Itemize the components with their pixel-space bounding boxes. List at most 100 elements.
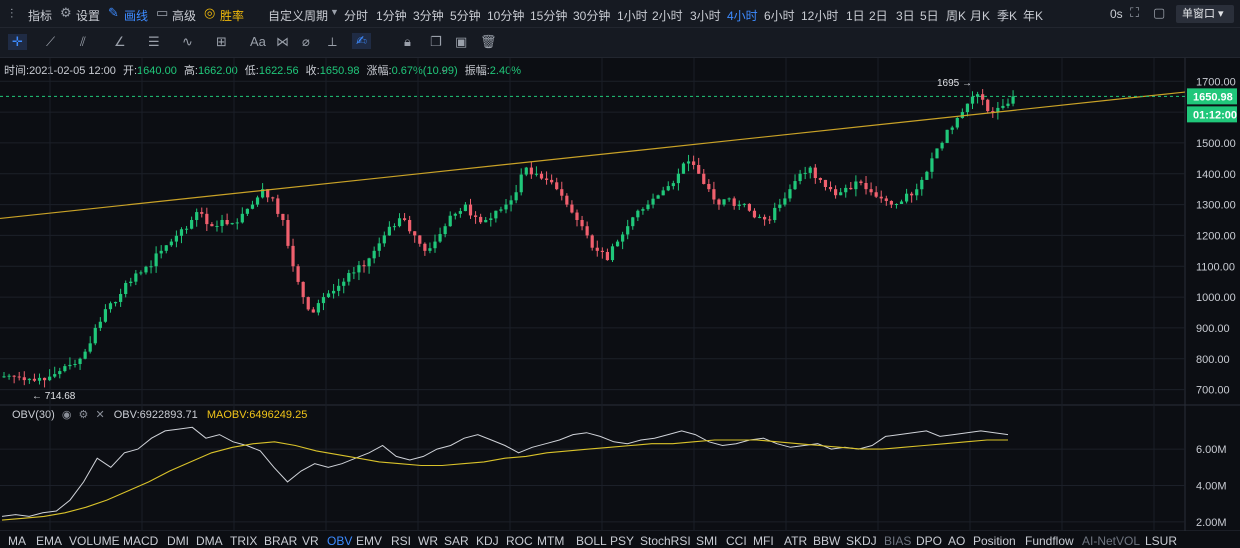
eraser-icon[interactable]: ⌀ xyxy=(302,34,310,49)
indicator-tab-wr[interactable]: WR xyxy=(418,534,438,548)
indicator-tab-bias[interactable]: BIAS xyxy=(884,534,912,548)
candle-body xyxy=(453,213,457,216)
winrate-button[interactable]: 胜率 xyxy=(220,9,245,23)
indicator-tab-fundflow[interactable]: Fundflow xyxy=(1025,534,1074,548)
window-select[interactable]: 单窗口 ▾ xyxy=(1176,5,1234,23)
indicator-tab-dpo[interactable]: DPO xyxy=(916,534,943,548)
period-7[interactable]: 1小时 xyxy=(617,9,648,23)
text-tool[interactable]: Aa xyxy=(250,34,266,49)
period-19[interactable]: 季K xyxy=(997,9,1018,23)
candle-body xyxy=(509,200,513,205)
indicator-tab-roc[interactable]: ROC xyxy=(506,534,533,548)
settings-icon[interactable]: ⚙ xyxy=(60,5,72,20)
advanced-button[interactable]: 高级 xyxy=(172,9,197,23)
candle-body xyxy=(747,203,751,211)
period-17[interactable]: 周K xyxy=(946,9,967,23)
period-1[interactable]: 1分钟 xyxy=(376,9,407,23)
indicator-tab-mfi[interactable]: MFI xyxy=(753,534,774,548)
indicator-tab-cci[interactable]: CCI xyxy=(726,534,747,548)
indicator-tab-sar[interactable]: SAR xyxy=(444,534,469,548)
settings-icon[interactable]: ⚙ xyxy=(78,409,89,421)
period-5[interactable]: 15分钟 xyxy=(530,9,568,23)
indicator-tab-mtm[interactable]: MTM xyxy=(537,534,565,548)
indicators-button[interactable]: 指标 xyxy=(28,9,53,23)
settings-button[interactable]: 设置 xyxy=(76,9,101,23)
indicator-tab-ema[interactable]: EMA xyxy=(36,534,63,548)
delete-icon[interactable]: 🗑︎ xyxy=(480,34,497,49)
period-3[interactable]: 5分钟 xyxy=(450,9,481,23)
trendline-tool-icon[interactable]: ⟋ xyxy=(46,34,56,49)
screenshot-icon[interactable]: ▣ xyxy=(455,34,468,49)
period-16[interactable]: 5日 xyxy=(920,9,939,23)
fib-icon[interactable]: ⋈ xyxy=(276,34,289,49)
indicator-tab-position[interactable]: Position xyxy=(973,534,1016,548)
candle-body xyxy=(803,172,807,174)
indicator-tab-macd[interactable]: MACD xyxy=(123,534,159,548)
winrate-icon[interactable]: ◎ xyxy=(204,5,216,20)
custom-period-button[interactable]: 自定义周期 xyxy=(268,9,329,23)
period-8[interactable]: 2小时 xyxy=(652,9,683,23)
period-10[interactable]: 4小时 xyxy=(727,9,758,23)
draw-line-button[interactable]: 画线 xyxy=(124,9,149,23)
magnet-icon[interactable]: ✍ xyxy=(352,33,371,49)
fullscreen-icon[interactable]: ⛶ xyxy=(1130,5,1140,20)
crosshair-icon[interactable]: ✛ xyxy=(8,34,27,50)
eye-icon[interactable]: ◉ xyxy=(61,409,72,421)
indicator-tab-vr[interactable]: VR xyxy=(302,534,319,548)
candle-body xyxy=(783,198,787,205)
indicator-tab-skdj[interactable]: SKDJ xyxy=(846,534,877,548)
indicator-tab-bbw[interactable]: BBW xyxy=(813,534,841,548)
period-6[interactable]: 30分钟 xyxy=(573,9,611,23)
period-9[interactable]: 3小时 xyxy=(690,9,721,23)
indicator-tab-trix[interactable]: TRIX xyxy=(230,534,258,548)
indicator-tab-volume[interactable]: VOLUME xyxy=(69,534,120,548)
copy-icon[interactable]: ❐ xyxy=(430,34,442,49)
indicator-tab-emv[interactable]: EMV xyxy=(356,534,383,548)
indicator-tab-atr[interactable]: ATR xyxy=(784,534,808,548)
measure-icon[interactable]: ⊞ xyxy=(216,34,227,49)
indicator-tab-ma[interactable]: MA xyxy=(8,534,26,548)
indicator-tab-obv[interactable]: OBV xyxy=(327,534,353,548)
close-icon[interactable]: ✕ xyxy=(95,409,105,421)
indicator-tab-stochrsi[interactable]: StochRSI xyxy=(640,534,691,548)
period-11[interactable]: 6小时 xyxy=(764,9,795,23)
indicator-tab-dma[interactable]: DMA xyxy=(196,534,223,548)
ruler-icon[interactable]: ⟂ xyxy=(328,34,337,49)
indicator-tab-psy[interactable]: PSY xyxy=(610,534,635,548)
indicator-tab-dmi[interactable]: DMI xyxy=(167,534,189,548)
period-2[interactable]: 3分钟 xyxy=(413,9,444,23)
wave-tool-icon[interactable]: ∿ xyxy=(182,34,193,49)
period-12[interactable]: 12小时 xyxy=(801,9,839,23)
period-0[interactable]: 分时 xyxy=(344,9,369,23)
parallel-channel-icon[interactable]: ⫽ xyxy=(80,34,86,49)
draw-line-icon[interactable]: ✎ xyxy=(108,5,119,20)
indicator-tab-boll[interactable]: BOLL xyxy=(576,534,607,548)
period-18[interactable]: 月K xyxy=(970,9,991,23)
period-15[interactable]: 3日 xyxy=(896,9,915,23)
candle-body xyxy=(656,195,660,199)
indicator-tab-brar[interactable]: BRAR xyxy=(264,534,298,548)
indicators-icon[interactable]: ⫶ xyxy=(10,6,14,21)
indicator-tab-ai-netvol[interactable]: AI-NetVOL xyxy=(1082,534,1141,548)
period-20[interactable]: 年K xyxy=(1023,9,1044,23)
period-4[interactable]: 10分钟 xyxy=(487,9,525,23)
candle-body xyxy=(631,217,635,227)
collapse-icon[interactable]: ⌄ xyxy=(440,64,448,74)
trendline[interactable] xyxy=(0,91,1186,220)
angle-tool-icon[interactable]: ∠ xyxy=(114,34,126,49)
horizontal-lines-icon[interactable]: ☰ xyxy=(148,34,160,49)
chevron-down-icon[interactable]: ▼ xyxy=(330,7,339,17)
period-13[interactable]: 1日 xyxy=(846,9,865,23)
indicator-tab-rsi[interactable]: RSI xyxy=(391,534,412,548)
candle-body xyxy=(184,228,189,230)
indicator-tab-ao[interactable]: AO xyxy=(948,534,966,548)
lock-icon[interactable]: 🔒︎ xyxy=(404,34,411,49)
snapshot-icon[interactable]: ▢ xyxy=(1153,5,1166,20)
period-14[interactable]: 2日 xyxy=(869,9,888,23)
candle-body xyxy=(945,129,949,143)
indicator-tab-smi[interactable]: SMI xyxy=(696,534,718,548)
indicator-tab-lsur[interactable]: LSUR xyxy=(1145,534,1178,548)
indicator-tab-kdj[interactable]: KDJ xyxy=(476,534,499,548)
advanced-icon[interactable]: ▭ xyxy=(156,5,169,20)
